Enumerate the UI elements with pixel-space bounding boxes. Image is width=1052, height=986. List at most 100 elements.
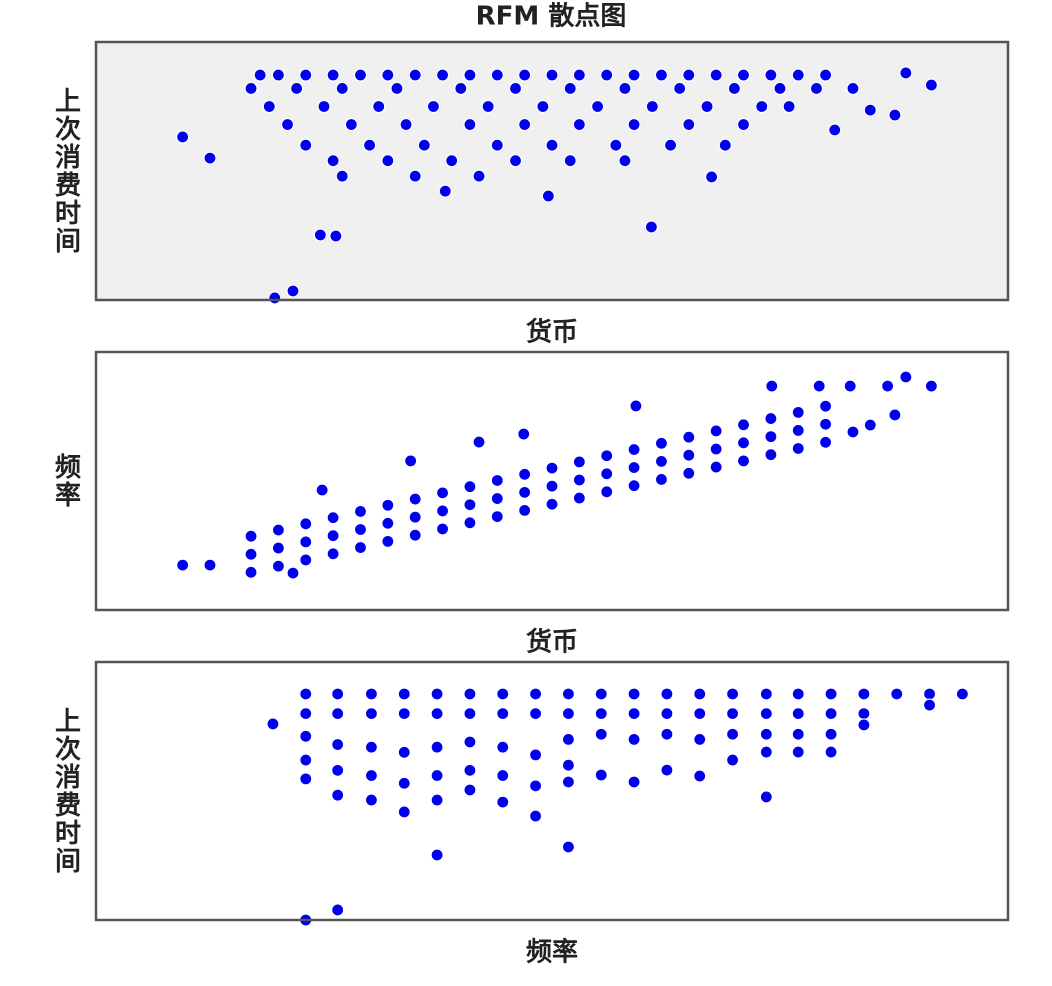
point: [545, 68, 559, 82]
point: [682, 68, 696, 82]
point: [644, 220, 659, 234]
point: [381, 154, 395, 168]
point: [408, 510, 422, 524]
point: [463, 687, 477, 701]
point: [818, 435, 833, 449]
point: [572, 68, 586, 82]
point: [673, 81, 687, 96]
point: [791, 423, 805, 438]
point: [353, 68, 368, 82]
point: [709, 68, 723, 82]
point: [353, 504, 368, 519]
point: [693, 687, 707, 701]
point: [299, 535, 313, 549]
point: [759, 727, 773, 741]
point: [408, 492, 422, 506]
point: [317, 99, 331, 114]
point: [561, 687, 576, 701]
point: [759, 745, 773, 759]
point: [417, 138, 431, 152]
point: [857, 706, 871, 721]
point: [454, 81, 468, 96]
point: [899, 370, 913, 384]
point: [791, 405, 805, 419]
point: [700, 99, 714, 114]
y-axis-label: 上次消费时间: [51, 707, 81, 875]
point: [244, 81, 258, 96]
point: [280, 117, 295, 132]
point: [563, 154, 577, 168]
point: [445, 154, 459, 168]
point: [397, 745, 411, 759]
point: [381, 534, 395, 548]
point: [755, 99, 769, 114]
point: [791, 745, 805, 759]
point: [271, 541, 285, 555]
point: [381, 498, 395, 512]
point: [594, 687, 608, 701]
point: [693, 769, 707, 783]
point: [408, 528, 422, 542]
point: [682, 430, 696, 444]
point: [782, 99, 796, 114]
point: [299, 687, 313, 701]
point: [299, 753, 313, 767]
point: [508, 154, 523, 168]
point: [266, 717, 280, 731]
point: [528, 748, 543, 762]
point: [299, 517, 313, 531]
point: [654, 454, 669, 468]
plot-frame: [94, 660, 1010, 922]
point: [846, 425, 860, 439]
point: [353, 540, 368, 555]
point: [364, 740, 379, 754]
point: [390, 81, 404, 96]
point: [397, 687, 411, 701]
point: [682, 117, 696, 132]
point: [381, 516, 395, 530]
point: [344, 117, 358, 132]
point: [764, 411, 778, 426]
point: [315, 483, 329, 497]
x-axis-label: 频率: [526, 937, 578, 968]
point: [627, 68, 641, 82]
point: [331, 706, 345, 721]
point: [271, 523, 285, 537]
point: [654, 68, 669, 82]
point: [496, 740, 510, 754]
point: [528, 809, 543, 823]
point: [528, 779, 543, 793]
point: [463, 763, 477, 777]
point: [299, 772, 313, 786]
point: [490, 138, 504, 152]
point: [736, 436, 751, 450]
point: [372, 99, 386, 114]
point: [561, 840, 576, 854]
point: [764, 448, 778, 462]
point: [490, 473, 504, 488]
point: [627, 117, 641, 132]
point: [490, 68, 504, 82]
point: [809, 81, 824, 96]
plot-frame: [94, 40, 1010, 302]
point: [843, 379, 857, 393]
point: [203, 151, 217, 165]
point: [518, 503, 532, 518]
point: [725, 727, 740, 741]
point: [654, 436, 669, 450]
point: [397, 706, 411, 721]
point: [545, 479, 559, 493]
point: [572, 455, 586, 469]
point: [299, 138, 313, 152]
point: [496, 768, 510, 783]
point: [472, 435, 486, 449]
point: [426, 99, 441, 114]
point: [890, 687, 904, 701]
point: [791, 68, 805, 82]
point: [725, 687, 740, 701]
y-axis-label: 上次消费时间: [51, 87, 81, 255]
point: [271, 559, 285, 573]
point: [791, 706, 805, 721]
point: [326, 529, 340, 543]
